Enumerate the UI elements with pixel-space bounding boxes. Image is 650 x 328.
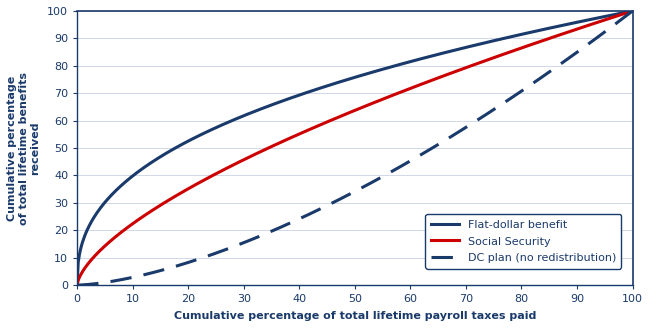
DC plan (no redistribution) <box>528 82 536 86</box>
Flat-dollar benefit <box>629 9 636 13</box>
DC plan (no redistribution) <box>374 177 382 181</box>
DC plan (no redistribution) <box>616 19 623 23</box>
Social Security <box>374 99 382 103</box>
Social Security <box>73 283 81 287</box>
Social Security <box>629 9 636 13</box>
DC plan (no redistribution) <box>629 9 636 13</box>
Legend: Flat-dollar benefit, Social Security, DC plan (no redistribution): Flat-dollar benefit, Social Security, DC… <box>425 214 621 269</box>
Line: DC plan (no redistribution): DC plan (no redistribution) <box>77 11 632 285</box>
Flat-dollar benefit <box>341 79 348 83</box>
X-axis label: Cumulative percentage of total lifetime payroll taxes paid: Cumulative percentage of total lifetime … <box>174 311 536 321</box>
Flat-dollar benefit <box>404 60 411 64</box>
DC plan (no redistribution) <box>341 195 348 199</box>
Flat-dollar benefit <box>337 80 344 84</box>
Social Security <box>341 113 348 117</box>
Social Security <box>337 114 344 118</box>
DC plan (no redistribution) <box>337 197 344 201</box>
Flat-dollar benefit <box>73 283 81 287</box>
Social Security <box>616 13 623 17</box>
Social Security <box>404 88 411 92</box>
Flat-dollar benefit <box>374 69 382 72</box>
DC plan (no redistribution) <box>73 283 81 287</box>
Y-axis label: Cumulative percentage
of total lifetime benefits
received: Cumulative percentage of total lifetime … <box>7 72 40 224</box>
DC plan (no redistribution) <box>404 160 411 164</box>
Social Security <box>528 42 536 46</box>
Flat-dollar benefit <box>528 30 536 34</box>
Flat-dollar benefit <box>616 11 623 15</box>
Line: Social Security: Social Security <box>77 11 632 285</box>
Line: Flat-dollar benefit: Flat-dollar benefit <box>77 11 632 285</box>
